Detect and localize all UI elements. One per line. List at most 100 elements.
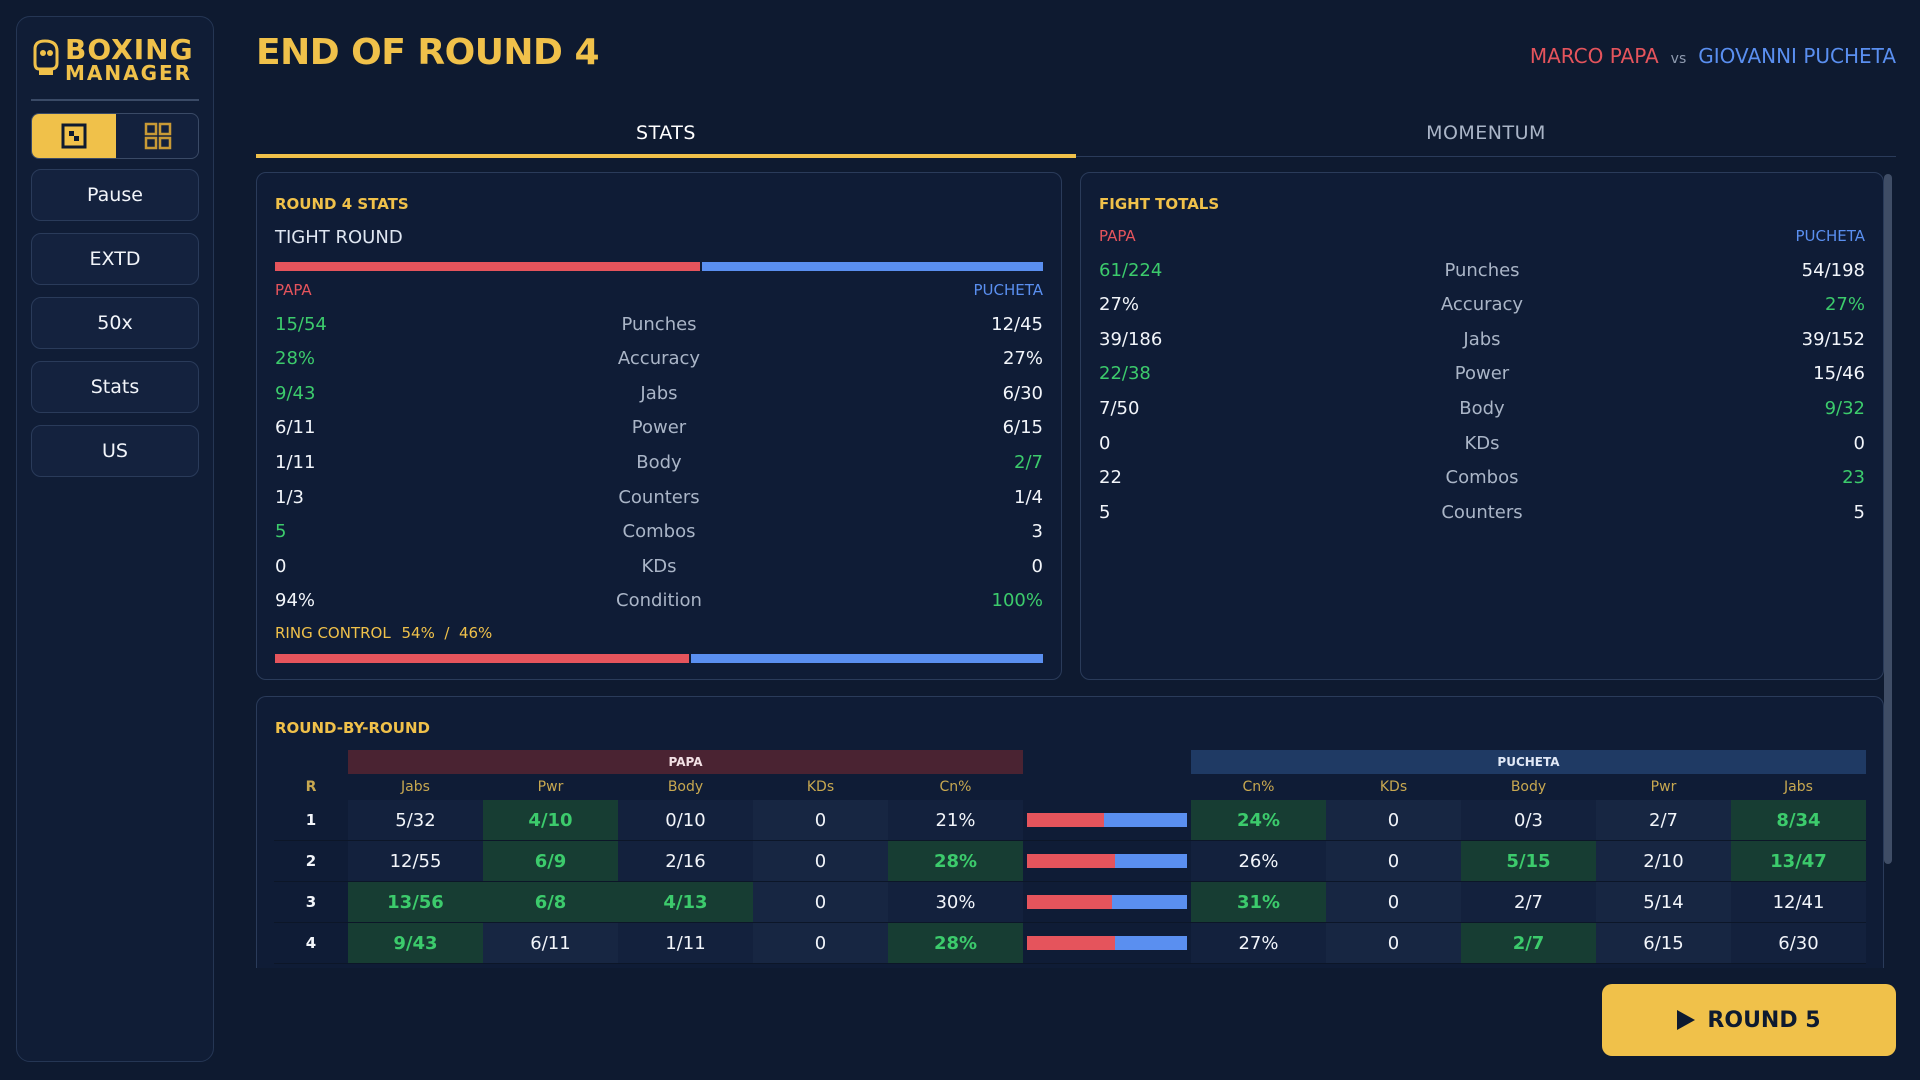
momentum-bar (1027, 895, 1187, 909)
column-header: Pwr (1650, 779, 1677, 795)
stat-right-value: 54/198 (1801, 259, 1865, 281)
stat-row: 6/11 Power 6/15 (275, 411, 1043, 445)
stat-right-value: 100% (991, 590, 1043, 612)
stats-button[interactable]: Stats (31, 361, 199, 413)
stat-right-value: 27% (1824, 294, 1865, 316)
table-cell: 6/11 (483, 922, 618, 964)
table-row: 2 12/55 6/9 2/16 0 28% 26% 0 5/15 2/10 13/47 (274, 840, 1866, 882)
play-icon (1677, 1010, 1696, 1030)
tab-stats[interactable]: STATS (256, 112, 1076, 158)
stat-right-value: 23 (1842, 467, 1865, 489)
stat-left-value: 27% (1099, 294, 1140, 316)
stat-label: Condition (616, 590, 702, 612)
stat-left-value: 0 (1099, 432, 1111, 454)
momentum-bar (1027, 936, 1187, 950)
ring-control-value: 54% / 46% (401, 624, 493, 642)
stat-row: 15/54 Punches 12/45 (275, 307, 1043, 341)
stat-left-value: 61/224 (1099, 259, 1163, 281)
logo-text-boxing: BOXING (65, 33, 194, 66)
table-cell: 0 (1326, 881, 1461, 923)
column-header: Cn% (939, 779, 972, 795)
stat-left-value: 94% (275, 590, 316, 612)
stat-label: Jabs (1463, 328, 1501, 350)
table-cell: 21% (888, 800, 1023, 841)
stat-right-value: 6/15 (1002, 417, 1043, 439)
table-cell: 0 (753, 881, 888, 923)
stat-row: 27% Accuracy 27% (1099, 288, 1865, 322)
stat-left-value: 1/11 (275, 451, 316, 473)
round-verdict: TIGHT ROUND (275, 227, 403, 248)
momentum-bar (1027, 854, 1187, 868)
column-header: KDs (806, 779, 835, 795)
table-row: 1 5/32 4/10 0/10 0 21% 24% 0 0/3 2/7 8/34 (274, 800, 1866, 841)
stat-row: 39/186 Jabs 39/152 (1099, 322, 1865, 356)
single-view-icon (61, 123, 87, 149)
table-cell: 6/8 (483, 881, 618, 923)
stat-label: Accuracy (1440, 294, 1524, 316)
momentum-cell (1023, 840, 1191, 882)
round-stats-panel: ROUND 4 STATS TIGHT ROUND PAPA PUCHETA 1… (256, 172, 1062, 680)
stat-right-value: 6/30 (1002, 382, 1043, 404)
momentum-red-segment (1027, 936, 1115, 950)
table-cell: 0/3 (1461, 800, 1596, 841)
momentum-cell (1023, 922, 1191, 964)
totals-left-fighter-label: PAPA (1099, 227, 1136, 245)
stat-left-value: 5 (275, 521, 287, 543)
table-cell: 4/13 (618, 881, 753, 923)
totals-right-fighter-label: PUCHETA (1795, 227, 1865, 245)
logo-text-manager: MANAGER (65, 61, 193, 85)
left-fighter-label: PAPA (275, 281, 312, 299)
table-cell: 6/15 (1596, 922, 1731, 964)
table-cell: 5/32 (348, 800, 483, 841)
tab-bar: STATS MOMENTUM (256, 112, 1896, 158)
momentum-blue-segment (1104, 813, 1187, 827)
round-number: 4 (274, 922, 348, 964)
stat-left-value: 6/11 (275, 417, 316, 439)
table-cell: 2/10 (1596, 840, 1731, 882)
table-row: 4 9/43 6/11 1/11 0 28% 27% 0 2/7 6/15 6/30 (274, 922, 1866, 964)
fight-totals-title: FIGHT TOTALS (1099, 195, 1220, 213)
ring-control-red-bar (275, 654, 689, 663)
boxing-glove-icon (33, 39, 59, 75)
table-cell: 2/16 (618, 840, 753, 882)
table-cell: 0 (753, 922, 888, 964)
table-cell: 5/14 (1596, 881, 1731, 923)
table-cell: 6/30 (1731, 922, 1866, 964)
stat-row: 9/43 Jabs 6/30 (275, 376, 1043, 410)
stat-label: Accuracy (617, 348, 701, 370)
scrollbar[interactable] (1884, 174, 1892, 864)
stat-left-value: 5 (1099, 501, 1111, 523)
next-round-label: ROUND 5 (1707, 1007, 1821, 1033)
fight-matchup: MARCO PAPA vs GIOVANNI PUCHETA (1530, 44, 1896, 68)
table-cell: 27% (1191, 922, 1326, 964)
stat-label: KDs (1464, 432, 1500, 454)
stat-right-value: 0 (1853, 432, 1865, 454)
group-spacer (1023, 750, 1191, 774)
ring-control: RING CONTROL 54% / 46% (275, 624, 492, 642)
speed-button[interactable]: 50x (31, 297, 199, 349)
stat-label: Jabs (640, 382, 678, 404)
stat-right-value: 9/32 (1824, 397, 1865, 419)
pause-button[interactable]: Pause (31, 169, 199, 221)
extd-button[interactable]: EXTD (31, 233, 199, 285)
table-cell: 2/7 (1461, 881, 1596, 923)
table-cell: 24% (1191, 800, 1326, 841)
view-toggle (31, 113, 199, 159)
stat-right-value: 5 (1853, 501, 1865, 523)
stat-right-value: 0 (1031, 555, 1043, 577)
momentum-red-segment (1027, 813, 1104, 827)
table-cell: 0 (753, 840, 888, 882)
table-cell: 2/7 (1461, 922, 1596, 964)
column-header: Jabs (1784, 779, 1813, 795)
stat-label: Punches (621, 313, 697, 335)
round-number: 3 (274, 881, 348, 923)
tab-momentum[interactable]: MOMENTUM (1426, 122, 1546, 144)
stat-row: 0 KDs 0 (275, 549, 1043, 583)
grid-view-button[interactable] (116, 114, 198, 158)
us-button[interactable]: US (31, 425, 199, 477)
next-round-button[interactable]: ROUND 5 (1602, 984, 1896, 1056)
stat-right-value: 15/46 (1813, 363, 1865, 385)
single-view-button[interactable] (32, 114, 116, 158)
table-cell: 0 (1326, 840, 1461, 882)
stat-right-value: 27% (1002, 348, 1043, 370)
